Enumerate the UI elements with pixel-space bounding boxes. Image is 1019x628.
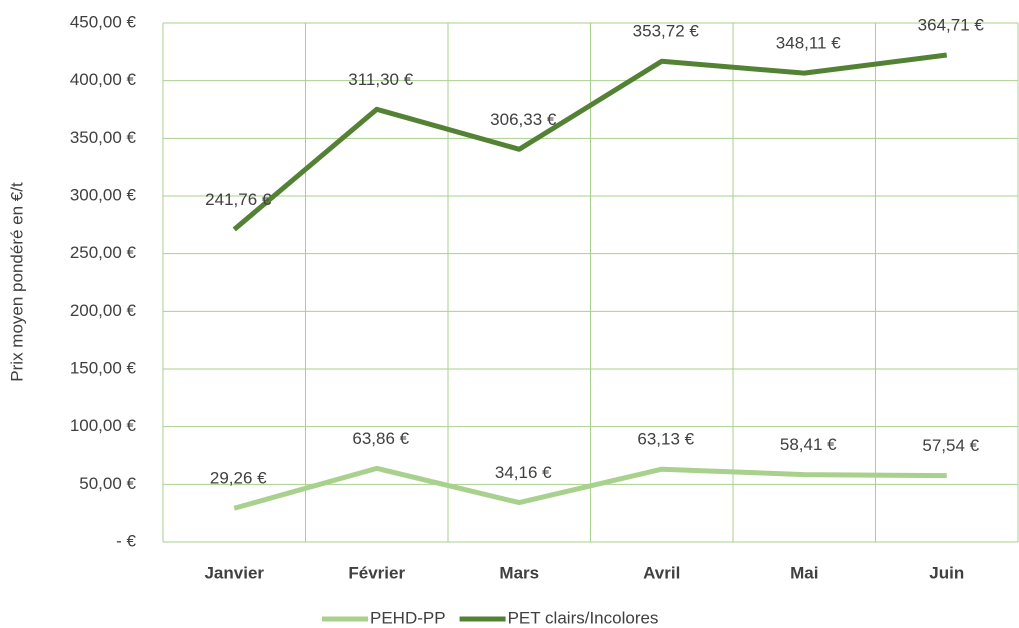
data-label: 63,13 € (637, 430, 694, 449)
data-label: 58,41 € (780, 435, 837, 454)
data-label: 57,54 € (922, 436, 979, 455)
x-tick-label: Avril (643, 563, 680, 582)
data-label: 306,33 € (490, 110, 557, 129)
data-label: 34,16 € (495, 463, 552, 482)
y-tick-label: 200,00 € (70, 301, 137, 320)
x-tick-label: Février (348, 563, 405, 582)
y-tick-label: 150,00 € (70, 358, 137, 377)
series-line (233, 465, 947, 511)
y-tick-label: 300,00 € (70, 185, 137, 204)
y-tick-label: 50,00 € (79, 474, 136, 493)
data-label: 364,71 € (918, 15, 985, 34)
x-tick-label: Mars (499, 563, 539, 582)
legend-label: PEHD-PP (370, 608, 446, 627)
y-tick-label: 400,00 € (70, 70, 137, 89)
series-line (232, 52, 948, 232)
data-label: 311,30 € (348, 70, 413, 89)
y-tick-label: 350,00 € (70, 128, 137, 147)
x-tick-label: Mai (790, 563, 818, 582)
data-label: 353,72 € (633, 22, 700, 41)
data-label: 348,11 € (776, 34, 841, 53)
data-label: 29,26 € (210, 469, 267, 488)
y-tick-label: 450,00 € (70, 12, 137, 31)
data-label: 63,86 € (352, 429, 409, 448)
x-tick-label: Janvier (204, 563, 264, 582)
y-tick-label: - € (116, 531, 136, 550)
x-tick-label: Juin (929, 563, 964, 582)
y-tick-label: 250,00 € (70, 243, 137, 262)
data-label: 241,76 € (205, 190, 272, 209)
y-tick-label: 100,00 € (70, 416, 137, 435)
legend-label: PET clairs/Incolores (508, 608, 659, 627)
y-axis-title: Prix moyen pondéré en €/t (7, 182, 26, 382)
